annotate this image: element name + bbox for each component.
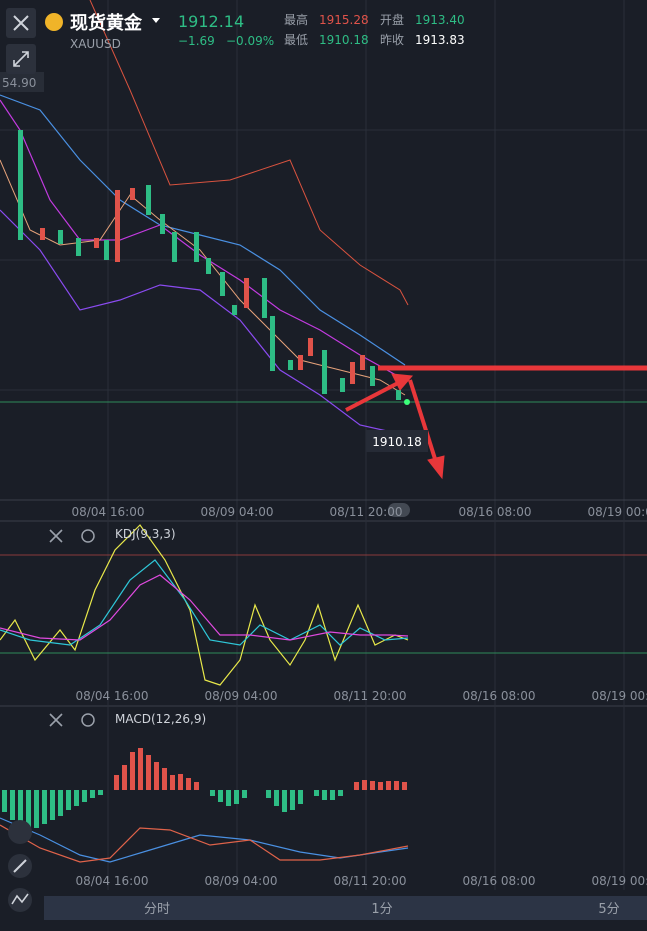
x-tick-label: 08/04 16:00 xyxy=(72,505,145,519)
x-tick-label: 08/04 16:00 xyxy=(76,874,149,888)
macd-histogram xyxy=(2,748,407,830)
x-tick-label: 08/09 04:00 xyxy=(205,689,278,703)
x-tick-label: 08/19 00:00 xyxy=(592,689,647,703)
kdj-j xyxy=(0,524,409,686)
change-pct: −0.09% xyxy=(226,34,274,48)
x-tick-label: 08/09 04:00 xyxy=(201,505,274,519)
tab[interactable]: 分时 xyxy=(144,902,170,917)
tool-button[interactable] xyxy=(8,820,32,844)
x-tick-label: 08/11 20:00 xyxy=(334,874,407,888)
candles xyxy=(18,130,410,405)
label: 开盘 xyxy=(380,12,404,27)
price-tag xyxy=(0,72,44,92)
x-tick-label: 08/19 00:00 xyxy=(592,874,647,888)
x-tick-label: 08/09 04:00 xyxy=(205,874,278,888)
symbol: XAUUSD xyxy=(70,37,121,51)
kdj-title: KDJ(9,3,3) xyxy=(115,527,176,541)
kdj-settings[interactable] xyxy=(81,529,95,543)
x-tick-label: 08/11 20:00 xyxy=(330,505,403,519)
low-marker: 1910.18 xyxy=(372,435,422,449)
macd-settings[interactable] xyxy=(81,713,95,727)
low: 1910.18 xyxy=(319,33,369,47)
x-tick-label: 08/04 16:00 xyxy=(76,689,149,703)
macd-title: MACD(12,26,9) xyxy=(115,712,206,726)
label: 最低 xyxy=(284,33,308,47)
tab[interactable]: 1分 xyxy=(371,902,392,917)
low-tag xyxy=(366,430,428,452)
ma-line xyxy=(0,99,406,381)
x-axis-labels: 08/04 16:00 08/09 04:00 08/11 20:00 08/16 0… xyxy=(72,505,647,888)
open: 1913.40 xyxy=(415,13,465,27)
kdj-d xyxy=(0,574,409,641)
pen-icon xyxy=(13,859,27,873)
lower-band xyxy=(0,209,406,436)
gold-icon xyxy=(45,13,63,31)
x-tick-label: 08/19 00:00 xyxy=(588,505,647,519)
ma5 xyxy=(0,159,406,396)
label: 最高 xyxy=(284,12,308,27)
macd-dea xyxy=(0,824,409,863)
annotation-arrows xyxy=(345,365,647,480)
x-tick-label: 08/16 08:00 xyxy=(463,689,536,703)
label: 昨收 xyxy=(380,33,404,47)
x-tick-label: 08/16 08:00 xyxy=(459,505,532,519)
upper-band xyxy=(89,0,409,306)
instrument-name: 现货黄金 xyxy=(70,12,143,34)
macd-close[interactable] xyxy=(49,713,63,727)
change: −1.69 xyxy=(178,34,215,48)
tab-bar xyxy=(44,896,647,920)
x-tick-label: 08/16 08:00 xyxy=(463,874,536,888)
price: 1912.14 xyxy=(178,12,244,31)
dropdown-icon[interactable] xyxy=(152,18,160,23)
indicator-icon xyxy=(11,893,29,905)
grid xyxy=(0,0,647,890)
fullscreen-icon xyxy=(13,51,29,67)
prev-close: 1913.83 xyxy=(415,33,465,47)
close-icon xyxy=(13,15,29,31)
kdj-k xyxy=(0,559,409,646)
kdj-close[interactable] xyxy=(49,529,63,543)
high: 1915.28 xyxy=(319,13,369,27)
tab[interactable]: 5分 xyxy=(598,902,619,917)
x-tick-label: 08/11 20:00 xyxy=(334,689,407,703)
scroll-handle[interactable] xyxy=(388,503,410,517)
mid-band xyxy=(0,94,406,366)
left-price: 54.90 xyxy=(2,76,36,90)
